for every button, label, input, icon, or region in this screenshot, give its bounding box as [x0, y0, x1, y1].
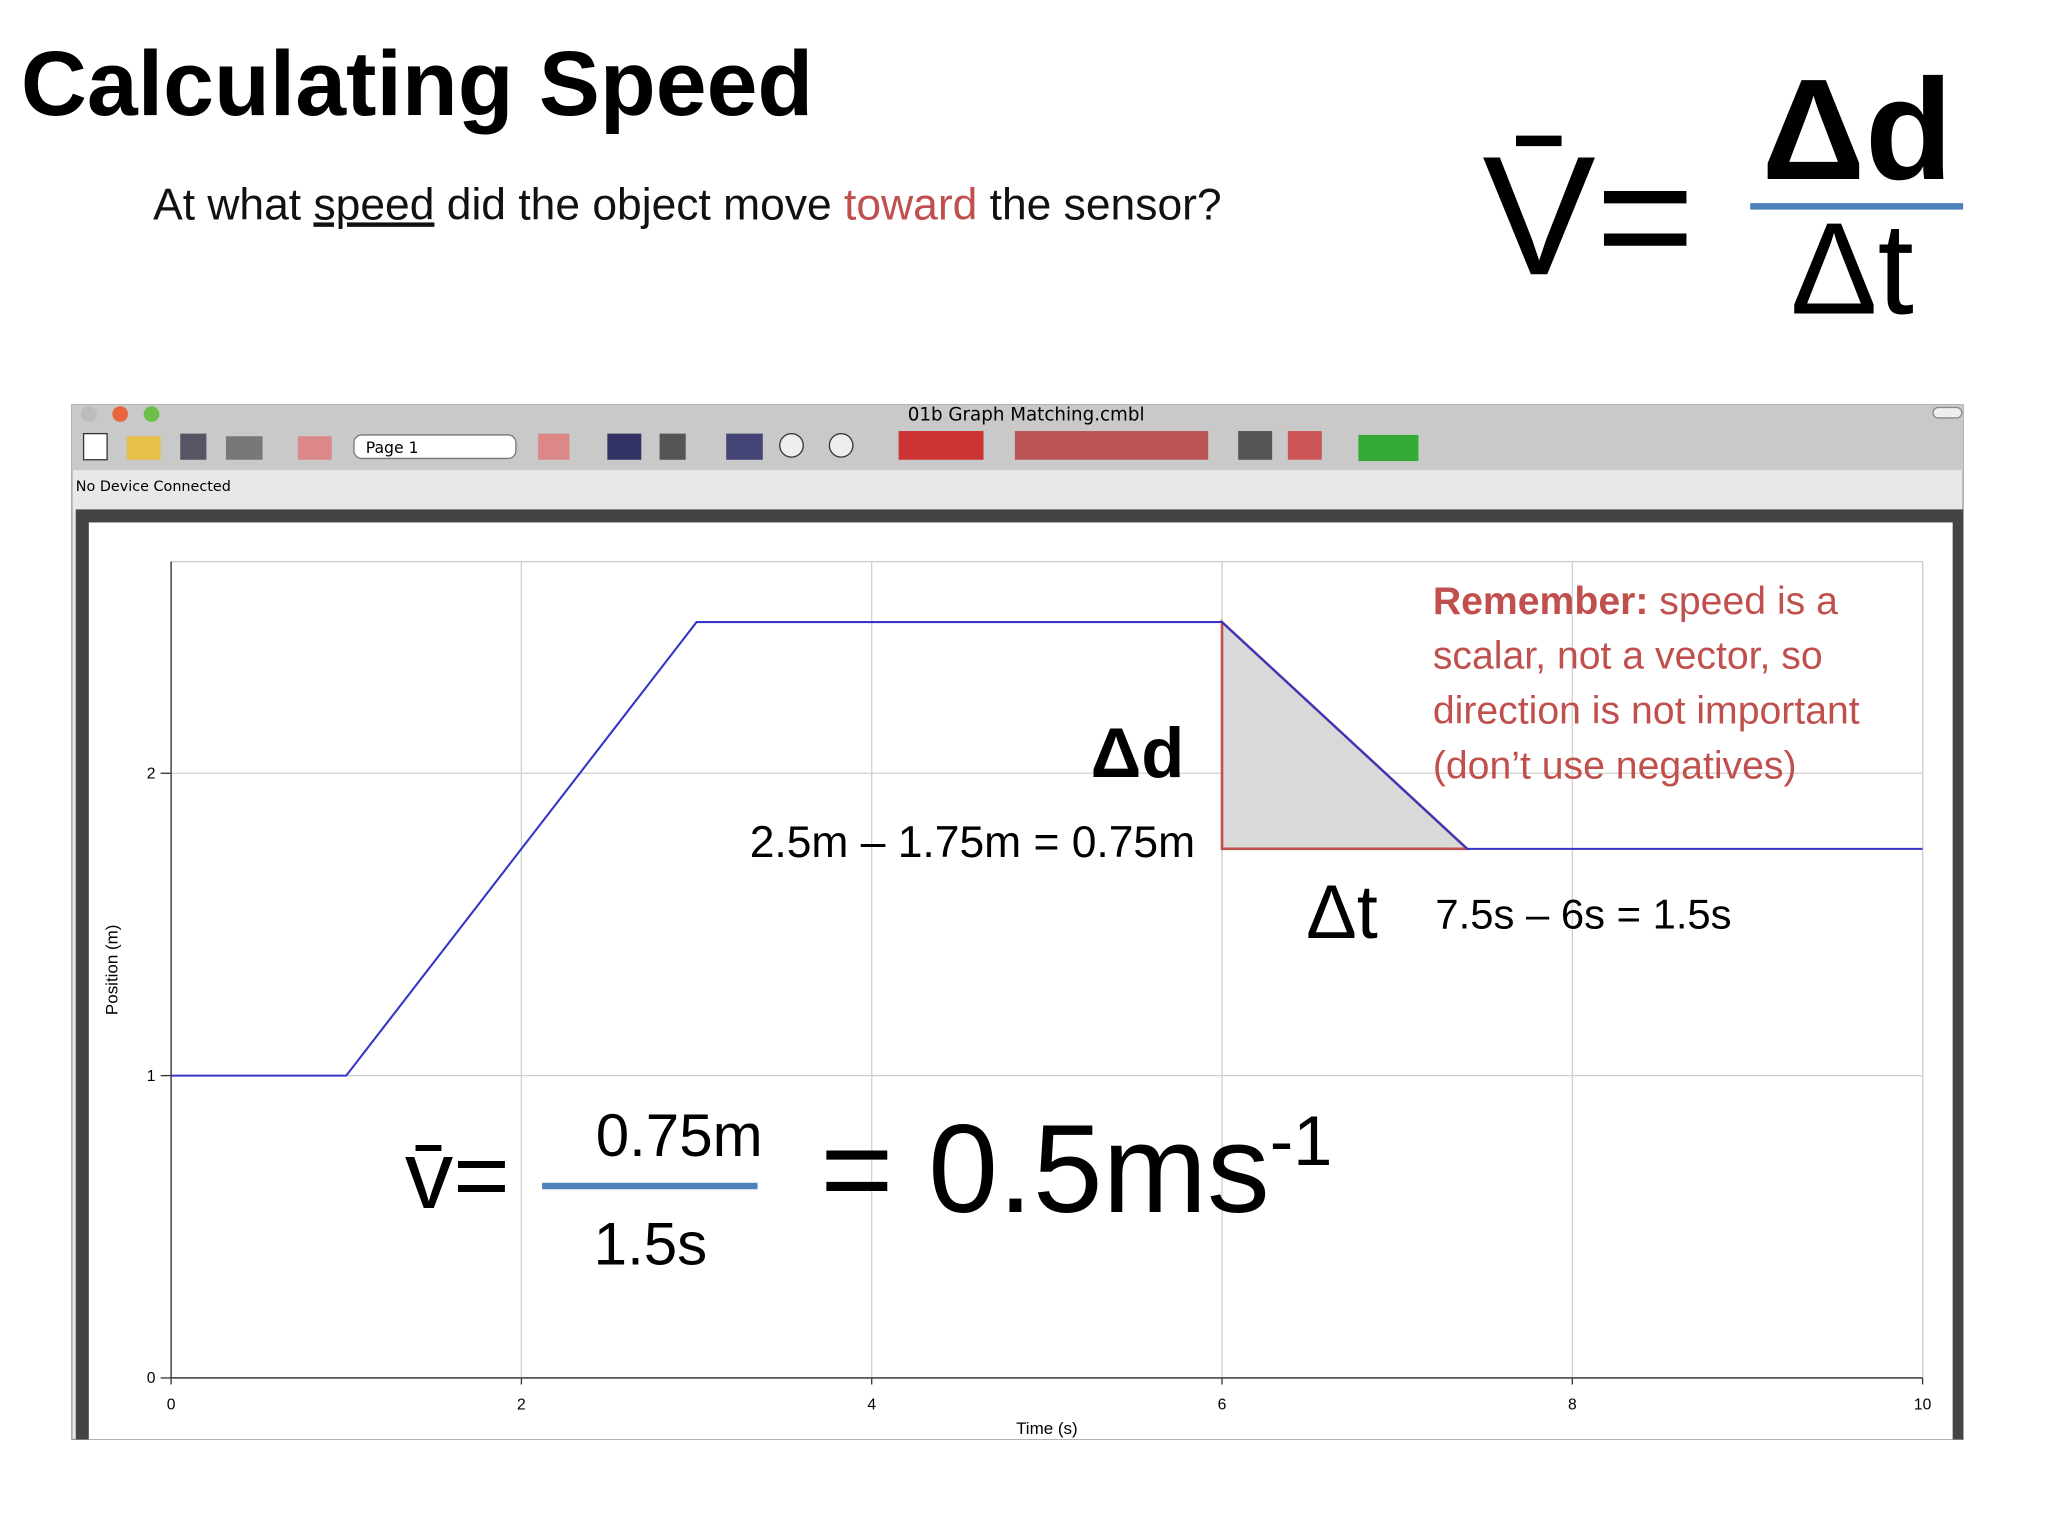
tool-icon[interactable] — [1287, 431, 1322, 460]
tool-icon[interactable] — [898, 431, 984, 460]
tool-icon[interactable] — [82, 432, 108, 461]
window-button[interactable] — [143, 406, 160, 422]
question-part: speed — [313, 180, 434, 229]
graph-panel — [88, 522, 1953, 1440]
tool-icon[interactable] — [1014, 431, 1209, 460]
page-selector-label: Page 1 — [366, 438, 419, 457]
x-tick-label: 6 — [1218, 1396, 1227, 1413]
page-selector[interactable] — [353, 434, 517, 460]
result-lhs: v̄= — [405, 1122, 510, 1229]
window-button[interactable] — [80, 406, 97, 422]
y-axis-title: Position (m) — [103, 925, 122, 1016]
question-part: did the object move — [434, 180, 844, 229]
result-numerator: 0.75m — [596, 1102, 763, 1169]
delta-t: Δt — [1306, 870, 1378, 955]
reminder-text: Remember: speed is a scalar, not a vecto… — [1433, 575, 1936, 794]
tool-icon[interactable] — [659, 433, 686, 460]
question-part: the sensor? — [977, 180, 1221, 229]
y-tick-label: 0 — [147, 1370, 156, 1387]
question-part: At what — [153, 180, 313, 229]
tool-icon[interactable] — [126, 436, 161, 460]
formula-lhs: V̄= — [1482, 120, 1694, 310]
tool-icon[interactable] — [726, 433, 763, 460]
reminder-bold: Remember: — [1432, 579, 1649, 624]
tool-icon[interactable] — [607, 433, 642, 460]
plot: 0 2 4 6 8 10 0 1 2 Time (s) Position (m) — [103, 560, 1932, 1438]
tool-icon[interactable] — [779, 432, 804, 458]
result: = 0.5ms-1 — [820, 1098, 1332, 1239]
result-denominator: 1.5s — [594, 1210, 708, 1277]
tool-icon[interactable] — [297, 436, 332, 460]
tool-icon[interactable] — [225, 436, 263, 460]
tool-icon[interactable] — [538, 433, 570, 460]
y-tick-label: 1 — [147, 1068, 156, 1085]
delta-d-calc: 2.5m – 1.75m = 0.75m — [750, 818, 1195, 867]
delta-t-calc: 7.5s – 6s = 1.5s — [1435, 891, 1731, 938]
result-exponent: -1 — [1270, 1101, 1333, 1180]
x-tick-label: 2 — [517, 1396, 526, 1413]
reminder: Remember: speed is a scalar, not a vecto… — [1433, 575, 1936, 794]
tool-icon[interactable] — [828, 432, 854, 458]
x-tick-label: 0 — [167, 1396, 176, 1413]
window-title: 01b Graph Matching.cmbl — [908, 405, 1145, 426]
toolbar-toggle[interactable] — [1932, 406, 1963, 419]
x-tick-label: 10 — [1914, 1396, 1932, 1413]
slide-title: Calculating Speed — [21, 33, 813, 135]
question: At what speed did the object move toward… — [91, 180, 1258, 229]
reminder-body: speed is a scalar, not a vector, so dire… — [1432, 579, 1860, 788]
formula-denominator: Δt — [1790, 195, 1914, 341]
tool-icon[interactable] — [180, 433, 207, 460]
delta-d: Δd — [1091, 713, 1185, 792]
x-tick-label: 4 — [867, 1396, 876, 1413]
question-part: toward — [844, 180, 977, 229]
status-text: No Device Connected — [76, 479, 231, 495]
collect-button[interactable] — [1358, 434, 1419, 462]
toolbar-icons — [82, 431, 1419, 462]
y-tick-label: 2 — [147, 765, 156, 782]
x-tick-label: 8 — [1568, 1396, 1577, 1413]
result-value: = 0.5ms — [820, 1098, 1269, 1239]
formula-numerator: Δd — [1762, 50, 1953, 210]
x-axis-title: Time (s) — [1016, 1419, 1078, 1438]
tool-icon[interactable] — [1238, 431, 1273, 460]
window-button[interactable] — [112, 406, 128, 422]
data-line — [171, 621, 1923, 1077]
